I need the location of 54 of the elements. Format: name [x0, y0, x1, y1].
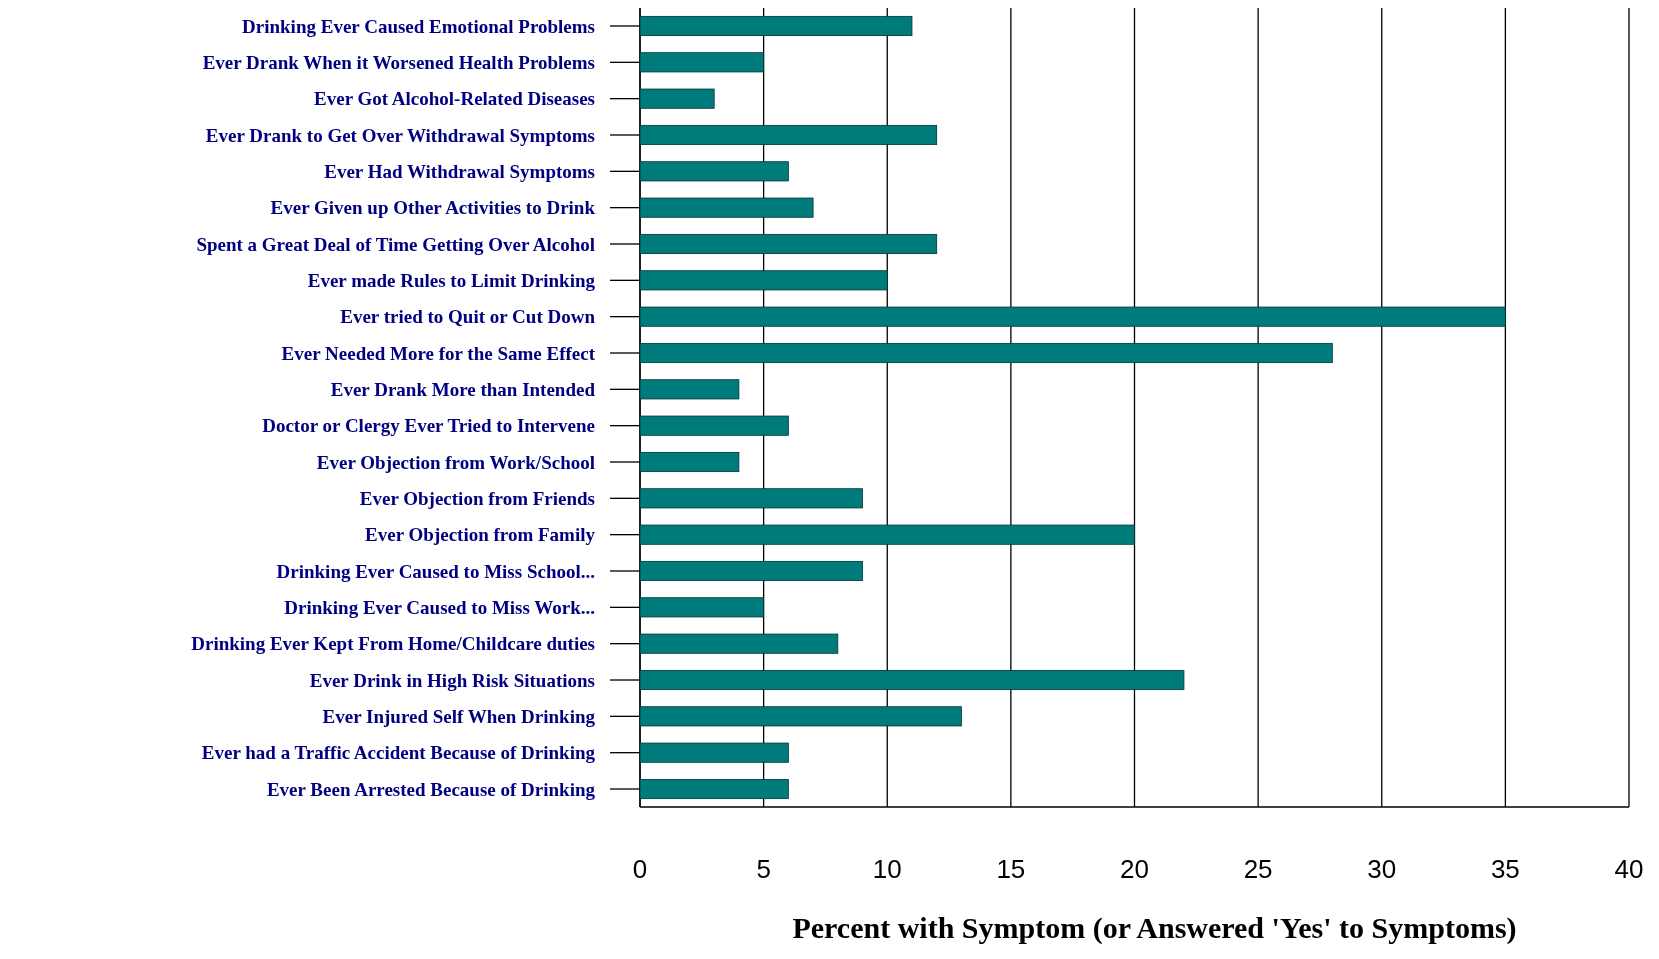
bar — [639, 488, 863, 509]
y-tick-label: Ever Drank When it Worsened Health Problems — [202, 51, 595, 73]
bar — [639, 306, 1506, 327]
y-tick-label: Ever Objection from Family — [365, 524, 596, 546]
bar — [639, 52, 765, 73]
y-tick-label: Spent a Great Deal of Time Getting Over Alcohol — [196, 233, 595, 255]
x-tick-label: 35 — [1490, 854, 1520, 884]
y-tick-label: Ever Objection from Work/School — [316, 451, 595, 473]
bar — [639, 342, 1333, 364]
bar — [639, 270, 888, 291]
bar — [639, 451, 740, 473]
bar — [639, 633, 839, 654]
y-tick-label: Ever Drank More than Intended — [330, 378, 596, 400]
x-tick-label: 10 — [872, 854, 902, 884]
y-tick-label: Drinking Ever Caused to Miss Work... — [284, 596, 595, 618]
y-tick-label: Ever Been Arrested Because of Drinking — [266, 778, 596, 800]
x-tick-label: 30 — [1367, 854, 1397, 884]
bar — [639, 524, 1135, 545]
y-tick-label: Ever made Rules to Limit Drinking — [307, 269, 596, 291]
y-tick-label: Ever tried to Quit or Cut Down — [340, 306, 596, 328]
y-tick-label: Ever Needed More for the Same Effect — [281, 342, 596, 364]
y-tick-label: Drinking Ever Caused to Miss School... — [276, 560, 595, 582]
x-tick-label: 25 — [1243, 854, 1273, 884]
y-tick-label: Ever Had Withdrawal Symptoms — [324, 160, 595, 182]
x-tick-label: 0 — [632, 854, 648, 884]
bar — [639, 560, 863, 582]
bar — [639, 15, 913, 37]
y-tick-label: Ever had a Traffic Accident Because of Drinking — [201, 742, 596, 764]
bar — [639, 669, 1185, 691]
bar — [639, 415, 789, 436]
y-tick-label: Ever Drink in High Risk Situations — [309, 669, 595, 691]
y-tick-label: Drinking Ever Kept From Home/Childcare duties — [191, 633, 595, 655]
x-tick-label: 20 — [1120, 854, 1149, 884]
bar — [639, 742, 789, 763]
y-tick-label: Drinking Ever Caused Emotional Problems — [242, 15, 595, 37]
y-tick-label: Ever Drank to Get Over Withdrawal Symptoms — [205, 124, 595, 146]
x-tick-label: 5 — [756, 854, 771, 884]
y-tick-label: Ever Got Alcohol-Related Diseases — [314, 88, 595, 110]
bar — [639, 597, 765, 618]
bar — [639, 706, 962, 727]
bar — [639, 161, 789, 182]
y-tick-label: Ever Objection from Friends — [359, 487, 595, 509]
x-axis-title: Percent with Symptom (or Answered 'Yes' to Symptoms) — [792, 911, 1517, 945]
y-tick-label: Doctor or Clergy Ever Tried to Intervene — [262, 415, 595, 437]
y-tick-label: Ever Injured Self When Drinking — [322, 705, 596, 727]
bar — [639, 379, 740, 400]
bar — [639, 233, 938, 255]
x-tick-label: 15 — [996, 854, 1026, 884]
y-tick-label: Ever Given up Other Activities to Drink — [270, 197, 596, 219]
bar — [639, 778, 789, 800]
x-tick-label: 40 — [1614, 854, 1644, 884]
bar — [639, 88, 715, 109]
bar — [639, 124, 938, 146]
bar — [639, 197, 814, 218]
